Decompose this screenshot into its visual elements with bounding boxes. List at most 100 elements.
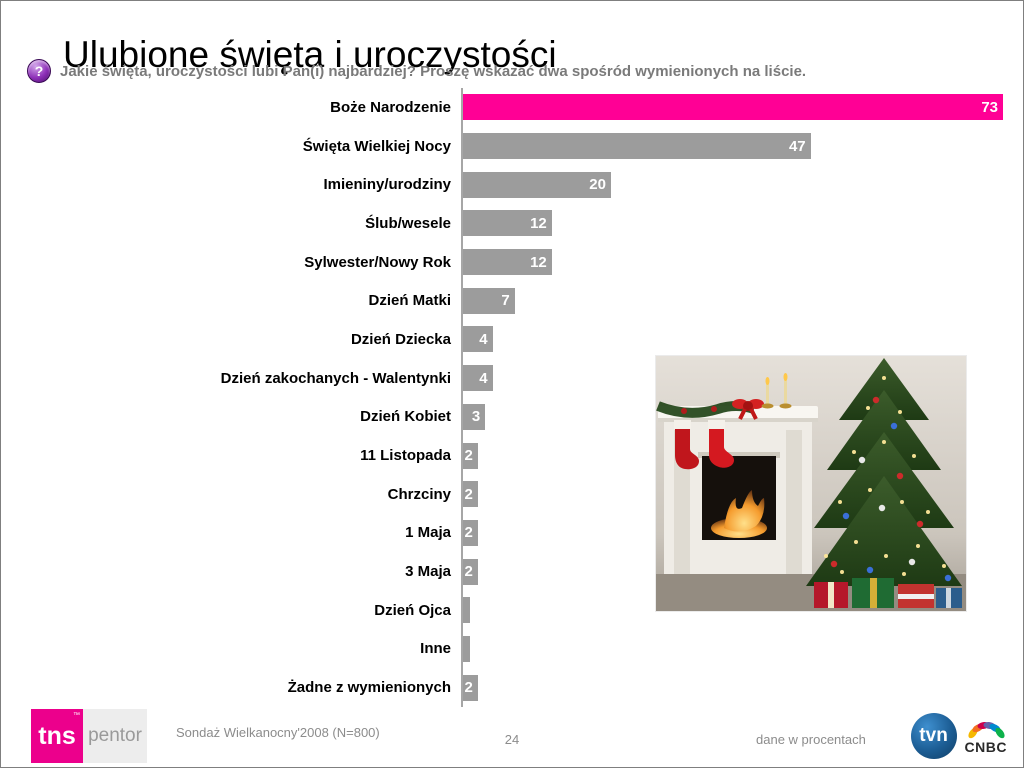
category-label: Dzień Dziecka [350,330,451,348]
bar: 7 [463,287,515,314]
bar: 2 [463,519,478,546]
category-label: Żadne z wymienionych [287,679,451,697]
bar-track [461,590,1003,630]
value-label: 20 [589,176,606,194]
chart-row: Ślub/wesele 12 [1,204,1003,243]
chart-row: Dzień Ojca [1,590,1003,630]
christmas-photo [656,356,966,611]
bar-track: 4 [461,320,1003,359]
category-label: Dzień Kobiet [360,408,451,426]
chart-row: 11 Listopada 2 [1,436,1003,475]
question-mark-icon: ? [27,59,51,83]
tns-logo-text: tns [38,721,76,750]
bar-chart: Boże Narodzenie 73 Święta Wielkiej Nocy 47 I… [1,88,1003,707]
chart-row: Imieniny/urodziny 20 [1,165,1003,205]
value-label: 2 [464,563,473,581]
page-title: Ulubione święta i uroczystości [63,33,557,75]
value-label: 7 [501,292,510,310]
category-label: Dzień zakochanych - Walentynki [220,369,451,387]
bar: 3 [463,403,486,430]
category-label: Sylwester/Nowy Rok [304,253,451,271]
bar-track: 7 [461,281,1003,321]
bar [463,635,471,662]
value-label: 4 [479,369,488,387]
bar-track: 73 [461,88,1003,127]
category-label: Imieniny/urodziny [323,176,451,194]
chart-row: Sylwester/Nowy Rok 12 [1,242,1003,282]
bar-track: 47 [461,126,1003,166]
bar: 73 [463,94,1003,121]
bar: 12 [463,249,552,276]
category-label: Ślub/wesele [365,214,451,232]
chart-row: Dzień Matki 7 [1,281,1003,321]
cnbc-logo-text: CNBC [964,739,1007,755]
value-label: 2 [464,524,473,542]
category-label: 3 Maja [405,563,451,581]
survey-question-text: Jakie święta, uroczystości lubi Pan(i) n… [60,62,807,80]
chart-row: 1 Maja 2 [1,513,1003,553]
value-label: 12 [530,214,547,232]
chart-row: Dzień Dziecka 4 [1,320,1003,359]
category-label: Dzień Matki [368,292,451,310]
nbc-peacock-icon [968,722,1005,739]
value-label: 73 [981,98,998,116]
bar: 12 [463,210,552,237]
category-label: Boże Narodzenie [330,98,451,116]
chart-row: 3 Maja 2 [1,552,1003,591]
value-label: 2 [464,485,473,503]
bar-track: 12 [461,204,1003,243]
question-row: ? Jakie święta, uroczystości lubi Pan(i)… [27,59,987,83]
bar-track: 3 [461,397,1003,437]
category-label: 1 Maja [405,524,451,542]
chart-row: Boże Narodzenie 73 [1,88,1003,127]
tns-logo-box: tns ™ [31,709,83,763]
units-note: dane w procentach [756,732,866,747]
value-label: 3 [471,408,481,426]
source-note: Sondaż Wielkanocny'2008 (N=800) [176,725,380,740]
value-label: 12 [530,253,547,271]
broadcaster-logos: tvn CNBC [906,711,1011,761]
bar-track [461,629,1003,669]
bar-track: 2 [461,552,1003,591]
category-label: Chrzciny [387,485,451,503]
bar: 2 [463,481,478,508]
christmas-scene-illustration [656,356,966,611]
pentor-logo-text: pentor [83,709,147,763]
tns-pentor-logo: tns ™ pentor [31,709,147,763]
bar-track: 20 [461,165,1003,205]
bar-track: 4 [461,358,1003,398]
bar: 4 [463,326,493,353]
value-label: 47 [788,137,806,155]
category-label: 11 Listopada [360,447,451,465]
bar: 2 [463,558,478,585]
chart-row: Dzień zakochanych - Walentynki 4 [1,358,1003,398]
chart-row: Inne [1,629,1003,669]
page-number: 24 [504,732,520,747]
bar-track: 2 [461,513,1003,553]
bar: 2 [463,674,478,701]
chart-row: Chrzciny 2 [1,474,1003,514]
bar-track: 12 [461,242,1003,282]
chart-row: Święta Wielkiej Nocy 47 [1,126,1003,166]
bar: 20 [463,171,611,198]
tvn-logo: tvn [910,713,957,759]
category-label: Święta Wielkiej Nocy [302,137,451,155]
bar [463,597,471,624]
bar-track: 2 [461,474,1003,514]
cnbc-logo: CNBC [965,718,1007,754]
bar: 4 [463,365,493,392]
trademark-symbol: ™ [73,712,80,719]
bar-track: 2 [461,436,1003,475]
value-label: 2 [464,447,473,465]
value-label: 2 [464,679,473,697]
bar: 2 [463,442,478,469]
chart-row: Dzień Kobiet 3 [1,397,1003,437]
category-label: Dzień Ojca [374,601,451,619]
chart-rows: Boże Narodzenie 73 Święta Wielkiej Nocy 47 I… [1,88,1003,707]
bar: 47 [463,133,811,160]
bar-track: 2 [461,668,1003,707]
value-label: 4 [479,330,488,348]
chart-row: Żadne z wymienionych 2 [1,668,1003,707]
category-label: Inne [420,640,451,658]
